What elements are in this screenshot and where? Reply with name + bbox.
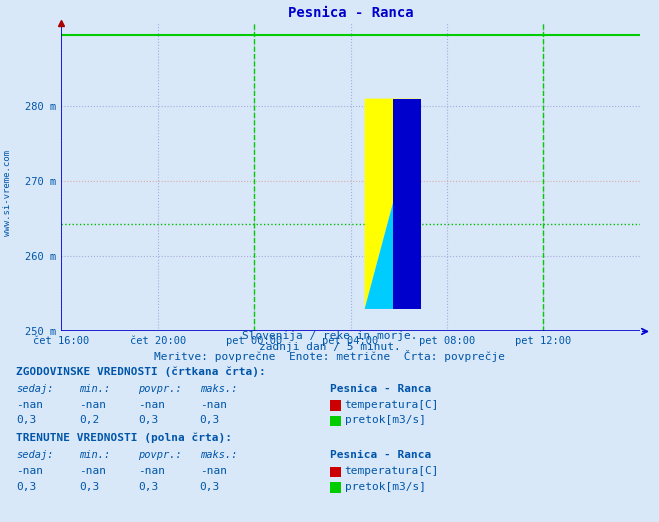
Text: Pesnica - Ranca: Pesnica - Ranca [330,384,431,394]
Text: povpr.:: povpr.: [138,384,182,394]
Text: 0,3: 0,3 [79,482,100,492]
Text: sedaj:: sedaj: [16,450,54,460]
Text: www.si-vreme.com: www.si-vreme.com [3,150,13,236]
Text: -nan: -nan [79,466,106,476]
Text: -nan: -nan [16,466,43,476]
Text: pretok[m3/s]: pretok[m3/s] [345,482,426,492]
Text: -nan: -nan [200,400,227,410]
Text: min.:: min.: [79,450,110,460]
Text: Pesnica - Ranca: Pesnica - Ranca [330,450,431,460]
Text: maks.:: maks.: [200,384,237,394]
Text: temperatura[C]: temperatura[C] [345,466,439,476]
Title: Pesnica - Ranca: Pesnica - Ranca [288,6,413,19]
Text: povpr.:: povpr.: [138,450,182,460]
Text: -nan: -nan [138,466,165,476]
Text: 0,3: 0,3 [200,416,220,425]
Text: min.:: min.: [79,384,110,394]
Text: -nan: -nan [79,400,106,410]
Text: zadnji dan / 5 minut.: zadnji dan / 5 minut. [258,342,401,352]
Polygon shape [393,99,421,309]
Text: 0,3: 0,3 [200,482,220,492]
Text: ZGODOVINSKE VREDNOSTI (črtkana črta):: ZGODOVINSKE VREDNOSTI (črtkana črta): [16,366,266,377]
Text: -nan: -nan [138,400,165,410]
Text: 0,3: 0,3 [16,416,37,425]
Text: 0,3: 0,3 [138,416,159,425]
Text: sedaj:: sedaj: [16,384,54,394]
Text: 0,3: 0,3 [138,482,159,492]
Text: temperatura[C]: temperatura[C] [345,400,439,410]
Text: 0,3: 0,3 [16,482,37,492]
Text: pretok[m3/s]: pretok[m3/s] [345,416,426,425]
Polygon shape [364,99,421,309]
Text: Meritve: povprečne  Enote: metrične  Črta: povprečje: Meritve: povprečne Enote: metrične Črta:… [154,350,505,362]
Text: -nan: -nan [16,400,43,410]
Polygon shape [364,99,421,309]
Text: TRENUTNE VREDNOSTI (polna črta):: TRENUTNE VREDNOSTI (polna črta): [16,433,233,443]
Text: -nan: -nan [200,466,227,476]
Text: maks.:: maks.: [200,450,237,460]
Text: Slovenija / reke in morje.: Slovenija / reke in morje. [242,331,417,341]
Text: 0,2: 0,2 [79,416,100,425]
